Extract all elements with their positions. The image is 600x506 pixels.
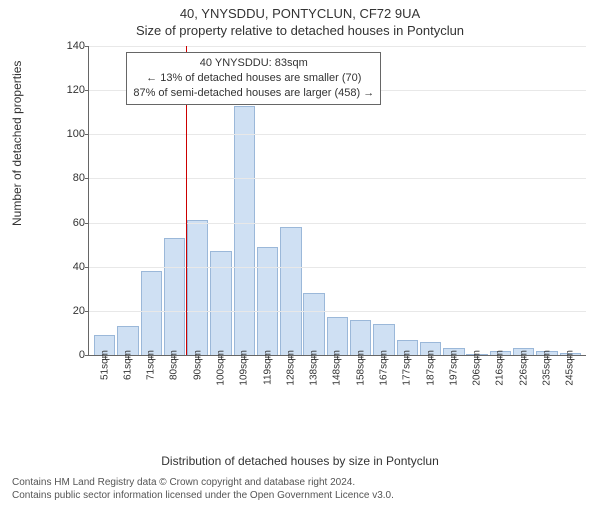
plot-area: 51sqm61sqm71sqm80sqm90sqm100sqm109sqm119…	[88, 46, 586, 356]
x-tick-label: 148sqm	[332, 350, 343, 386]
histogram-bar	[303, 293, 324, 355]
histogram-bar	[280, 227, 301, 355]
x-tick-label: 167sqm	[379, 350, 390, 386]
y-tick-label: 20	[59, 305, 85, 317]
gridline	[89, 267, 586, 268]
y-tick-mark	[85, 223, 89, 224]
bar-slot: 206sqm	[466, 46, 489, 355]
bar-slot: 197sqm	[442, 46, 465, 355]
bar-slot: 226sqm	[512, 46, 535, 355]
x-tick-label: 177sqm	[402, 350, 413, 386]
histogram-bar	[164, 238, 185, 355]
y-tick-label: 80	[59, 172, 85, 184]
y-tick-mark	[85, 311, 89, 312]
footer-attribution: Contains HM Land Registry data © Crown c…	[12, 476, 394, 502]
annotation-box: 40 YNYSDDU: 83sqm← 13% of detached house…	[126, 52, 381, 105]
x-tick-label: 206sqm	[472, 350, 483, 386]
gridline	[89, 178, 586, 179]
y-tick-label: 40	[59, 261, 85, 273]
y-tick-label: 120	[59, 84, 85, 96]
gridline	[89, 134, 586, 135]
x-tick-label: 197sqm	[448, 350, 459, 386]
bar-slot: 216sqm	[489, 46, 512, 355]
x-tick-label: 158sqm	[355, 350, 366, 386]
bar-slot: 245sqm	[559, 46, 582, 355]
page-title-line1: 40, YNYSDDU, PONTYCLUN, CF72 9UA	[0, 6, 600, 21]
x-tick-label: 71sqm	[146, 350, 157, 380]
annotation-line-2: ← 13% of detached houses are smaller (70…	[133, 71, 374, 86]
footer-line-1: Contains HM Land Registry data © Crown c…	[12, 476, 394, 489]
footer-line-2: Contains public sector information licen…	[12, 489, 394, 502]
gridline	[89, 311, 586, 312]
histogram-bar	[234, 106, 255, 355]
page-title-line2: Size of property relative to detached ho…	[0, 23, 600, 38]
x-tick-label: 100sqm	[216, 350, 227, 386]
x-tick-label: 245sqm	[565, 350, 576, 386]
x-tick-label: 119sqm	[262, 350, 273, 385]
x-tick-label: 90sqm	[192, 350, 203, 380]
gridline	[89, 46, 586, 47]
x-tick-label: 128sqm	[285, 350, 296, 386]
x-tick-label: 187sqm	[425, 350, 436, 386]
y-tick-mark	[85, 134, 89, 135]
annotation-line-1: 40 YNYSDDU: 83sqm	[133, 56, 374, 71]
y-tick-label: 100	[59, 128, 85, 140]
annotation-line-3: 87% of semi-detached houses are larger (…	[133, 86, 374, 101]
x-axis-label: Distribution of detached houses by size …	[0, 454, 600, 468]
x-tick-label: 109sqm	[239, 350, 250, 386]
chart-container: 51sqm 61sqm 71sqm 80sqm 90sqm 100sqm 109sqm 119…	[58, 46, 586, 406]
histogram-bar	[257, 247, 278, 355]
y-tick-label: 0	[59, 349, 85, 361]
x-tick-label: 138sqm	[309, 350, 320, 386]
x-tick-label: 80sqm	[169, 350, 180, 380]
bar-slot: 51sqm	[93, 46, 116, 355]
histogram-bar	[187, 220, 208, 355]
y-tick-mark	[85, 355, 89, 356]
x-tick-label: 226sqm	[518, 350, 529, 386]
y-tick-mark	[85, 178, 89, 179]
x-tick-label: 216sqm	[495, 350, 506, 386]
y-tick-mark	[85, 267, 89, 268]
y-tick-label: 60	[59, 217, 85, 229]
x-tick-label: 235sqm	[541, 350, 552, 386]
y-tick-mark	[85, 46, 89, 47]
histogram-bar	[141, 271, 162, 355]
y-axis-label: Number of detached properties	[10, 61, 24, 226]
x-tick-label: 61sqm	[122, 350, 133, 380]
x-tick-label: 51sqm	[99, 350, 110, 380]
gridline	[89, 223, 586, 224]
bar-slot: 187sqm	[419, 46, 442, 355]
bar-slot: 177sqm	[396, 46, 419, 355]
y-tick-mark	[85, 90, 89, 91]
bar-slot: 235sqm	[535, 46, 558, 355]
y-tick-label: 140	[59, 40, 85, 52]
